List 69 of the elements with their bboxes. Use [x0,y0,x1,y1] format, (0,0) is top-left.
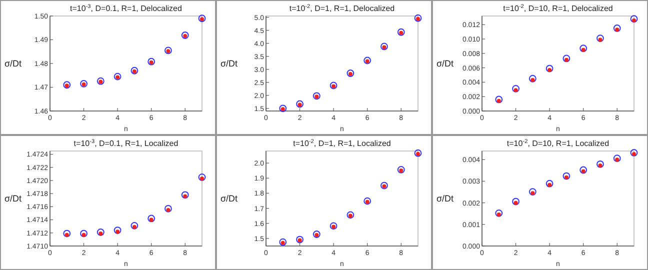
y-axis-title: σ/Dt [220,58,238,68]
point [148,214,156,222]
chart-title: t=10$^{-2}$, D=10, R=1, Delocalized [503,4,613,13]
point [96,77,104,85]
point [114,72,122,80]
point [596,34,604,42]
point [562,172,570,180]
point [512,198,520,206]
point [414,149,422,157]
point [96,228,104,236]
point [114,226,122,234]
point [63,230,71,238]
point [296,236,304,244]
point [130,222,138,230]
point [346,211,354,219]
point [181,191,189,199]
point [312,230,320,238]
chart-title: t=10$^{-2}$, D=10, R=1, Localized [506,139,610,148]
y-axis-title: σ/Dt [220,194,238,204]
point [380,42,388,50]
point [80,80,88,88]
point [330,222,338,230]
point [630,149,638,156]
point [528,74,536,82]
point [364,56,372,64]
point [330,82,338,90]
point [530,191,535,196]
point [164,204,172,212]
point [414,14,422,22]
point [279,104,287,112]
point [166,208,170,212]
point [364,197,372,205]
point [198,174,206,181]
point [580,44,588,52]
point [130,66,138,74]
point [198,14,206,22]
y-axis-title: σ/Dt [436,58,454,68]
point [380,182,388,190]
point [596,160,604,168]
point [397,28,405,36]
chart-title: t=10$^{-2}$, D=1, R=1, Localized [293,139,391,148]
y-axis-title: σ/Dt [436,194,454,204]
point [598,163,602,168]
chart-title: t=10$^{-3}$, D=0.1, R=1, Delocalized [70,4,182,13]
y-axis-title: σ/Dt [4,194,22,204]
point [148,58,156,66]
chart-title: t=10$^{-3}$, D=0.1, R=1, Localized [74,139,178,148]
point [598,38,602,42]
point [613,154,621,162]
y-axis-title: σ/Dt [4,58,22,68]
point [279,238,287,246]
point [80,230,88,238]
chart-title: t=10$^{-2}$, D=1, R=1, Delocalized [289,4,395,13]
point [630,15,638,23]
point [164,46,172,54]
point [580,166,588,174]
point [296,100,304,108]
point [528,188,536,196]
point [346,70,354,77]
point [495,96,503,104]
point [514,88,518,92]
point [495,209,503,217]
point [613,24,621,32]
point [562,54,570,62]
point [546,180,554,188]
point [512,84,520,92]
point [312,92,320,100]
point [63,81,71,89]
point [546,64,554,72]
